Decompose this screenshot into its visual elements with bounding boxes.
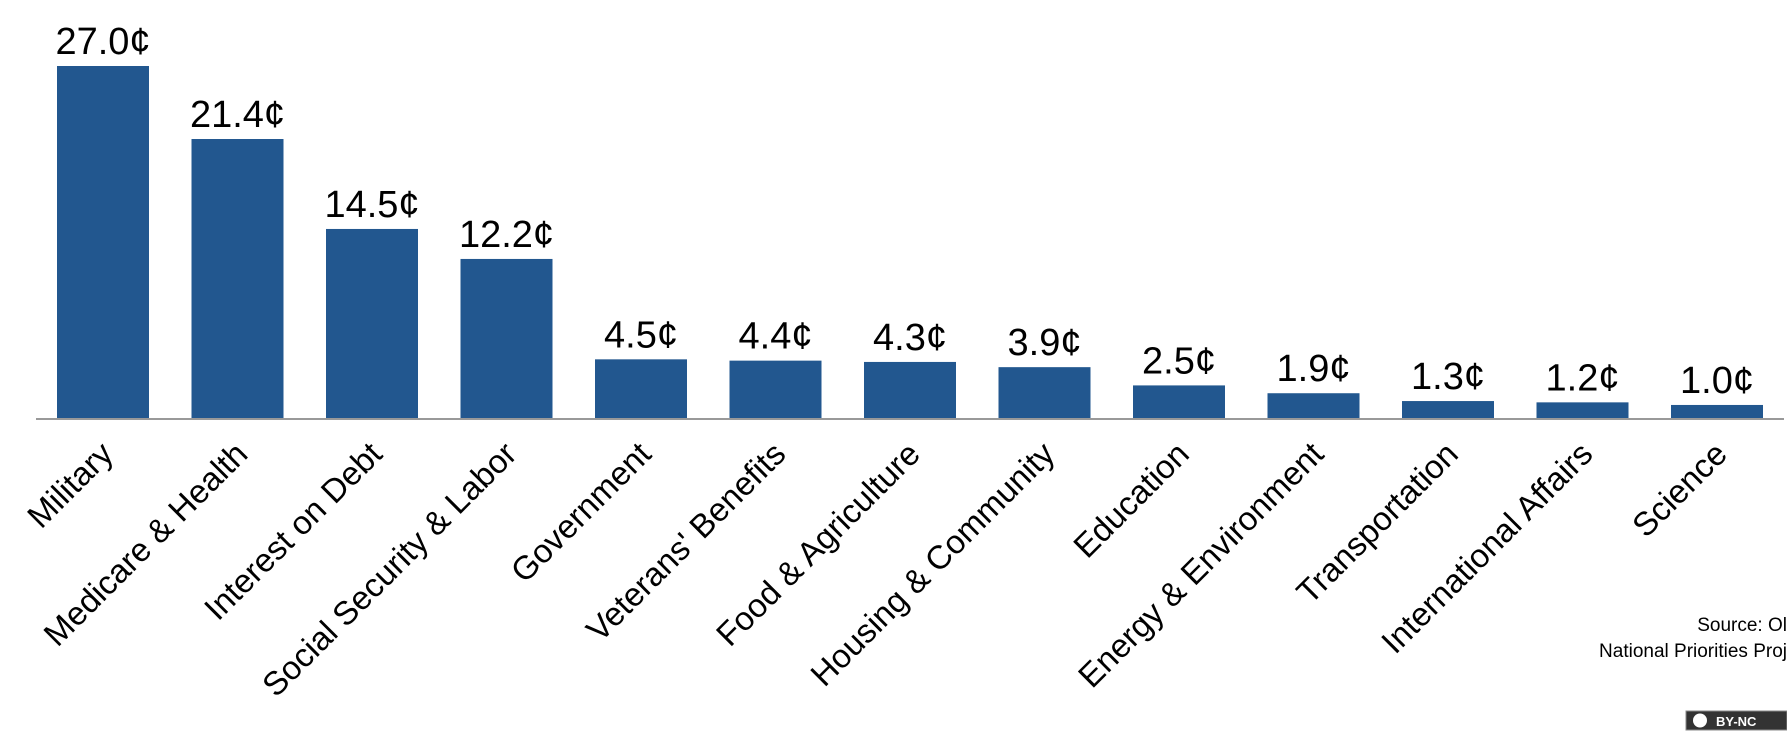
value-label: 3.9¢ [1008, 322, 1082, 364]
bar [1402, 401, 1494, 418]
bar [1133, 385, 1225, 418]
badge-box [1685, 710, 1787, 731]
x-tick-label: Military [20, 434, 120, 534]
license-badge: BY-NC [1685, 710, 1787, 731]
cc-icon [1693, 713, 1707, 728]
x-tick-label: Energy & Environment [1071, 435, 1331, 695]
value-label: 21.4¢ [190, 94, 285, 136]
value-label: 2.5¢ [1142, 340, 1216, 382]
badge-text: BY-NC [1716, 714, 1757, 729]
bar [864, 361, 956, 418]
value-label: 12.2¢ [459, 214, 554, 256]
bar [1267, 393, 1360, 418]
value-label: 4.3¢ [873, 317, 947, 359]
value-label: 1.3¢ [1411, 356, 1485, 398]
value-label: 4.4¢ [739, 316, 813, 358]
value-label: 1.0¢ [1680, 360, 1754, 402]
x-tick-label: Social Security & Labor [255, 435, 524, 704]
bar [729, 360, 822, 418]
bar [998, 367, 1091, 418]
source-text: Source: Ol [1697, 615, 1787, 636]
x-tick-label: Education [1066, 435, 1196, 565]
bar [1671, 404, 1763, 418]
value-label: 4.5¢ [604, 314, 678, 356]
x-tick-label: Science [1625, 435, 1734, 544]
x-tick-label: Housing & Community [803, 434, 1062, 693]
bar [191, 139, 284, 419]
value-label: 14.5¢ [324, 184, 419, 226]
source-text: National Priorities Proj [1599, 641, 1787, 662]
value-label: 1.9¢ [1277, 348, 1351, 390]
bar [326, 228, 418, 418]
value-label: 1.2¢ [1546, 357, 1620, 399]
bar [595, 359, 687, 418]
bar [460, 258, 553, 418]
value-label: 27.0¢ [55, 21, 150, 63]
bar [57, 66, 149, 418]
bar [1536, 402, 1629, 418]
